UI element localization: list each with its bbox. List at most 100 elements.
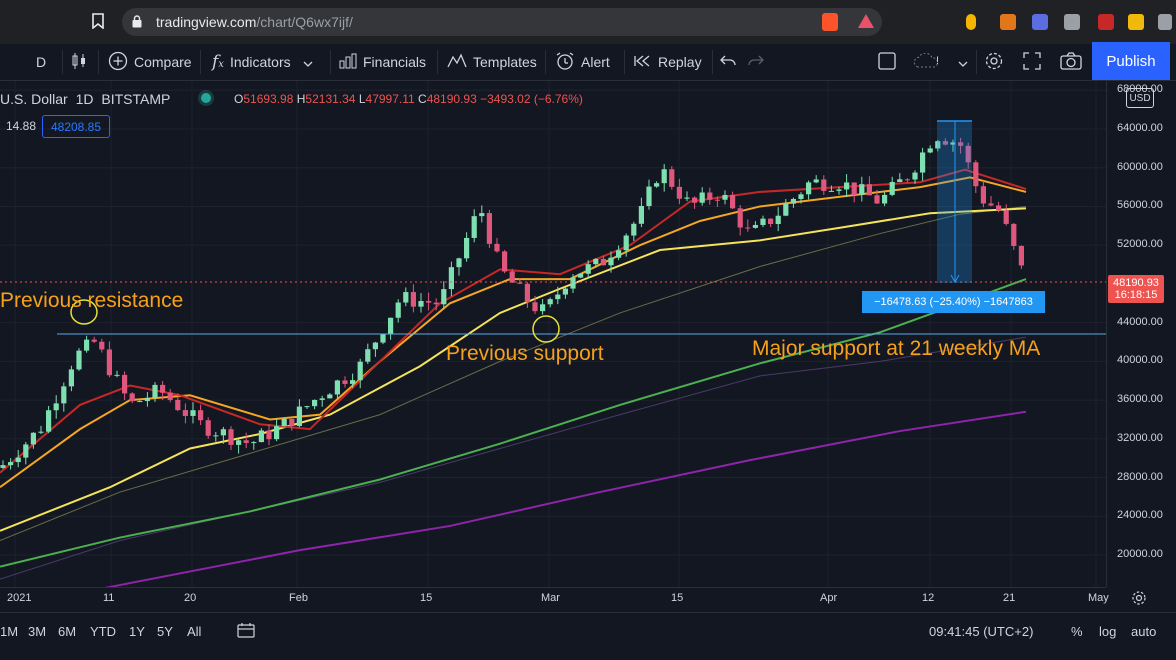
candle-body (23, 444, 29, 458)
candle-body (752, 224, 758, 228)
redo-button[interactable] (748, 44, 770, 80)
templates-button[interactable]: Templates (447, 44, 537, 80)
annotation-major-support[interactable]: Major support at 21 weekly MA (752, 337, 1041, 360)
indicator-left-value: 14.88 (6, 119, 37, 133)
indicator-value-box[interactable]: 48208.85 (42, 115, 110, 138)
svg-text:!: ! (936, 55, 939, 67)
chart-type-button[interactable] (72, 44, 92, 80)
range-button-1y[interactable]: 1Y (129, 624, 145, 639)
range-button-ytd[interactable]: YTD (90, 624, 116, 639)
candle-body (494, 243, 500, 252)
candle-body (372, 342, 378, 350)
price-chart[interactable] (0, 81, 1106, 610)
time-axis[interactable]: 2021 11 20 Feb 15 Mar 15 Apr 12 21 May (0, 587, 1109, 612)
candle-body (783, 203, 789, 216)
brave-shield-icon[interactable] (822, 13, 838, 31)
candle-body (532, 302, 538, 312)
publish-button[interactable]: Publish (1092, 42, 1170, 80)
clock-time[interactable]: 09:41:45 (UTC+2) (929, 624, 1034, 639)
candle-body (760, 218, 766, 225)
bookmark-icon[interactable] (92, 13, 104, 34)
candle-body (965, 145, 971, 163)
candle-body (699, 192, 705, 203)
candle-body (524, 283, 530, 303)
price-change: −3493.02 (−6.76%) (480, 92, 583, 106)
ohlc-values: O51693.98 H52131.34 L47997.11 C48190.93 … (234, 92, 583, 106)
candle-body (61, 386, 67, 404)
log-toggle[interactable]: log (1099, 624, 1117, 639)
time-tick: Feb (289, 592, 308, 604)
annotation-previous-resistance[interactable]: Previous resistance (0, 289, 184, 312)
snapshot-button[interactable] (1060, 44, 1088, 80)
candle-body (464, 237, 470, 259)
price-tick: 32000.00 (1117, 431, 1163, 444)
annotation-previous-support[interactable]: Previous support (446, 342, 604, 365)
indicators-button[interactable]: fx Indicators (212, 44, 319, 80)
chevron-down-icon (958, 54, 974, 70)
fullscreen-button[interactable] (1023, 44, 1047, 80)
square-icon (878, 51, 902, 73)
candle-body (137, 401, 143, 403)
browser-bar: tradingview.com/chart/Q6wx7ijf/ (0, 0, 1176, 44)
range-button-1m[interactable]: 1M (0, 624, 19, 639)
candle-body (851, 182, 857, 195)
percent-toggle[interactable]: % (1071, 624, 1083, 639)
candle-body (251, 442, 257, 444)
candle-body (471, 216, 477, 238)
candle-body (555, 294, 561, 300)
undo-button[interactable] (720, 44, 742, 80)
extension-icon[interactable] (966, 14, 976, 30)
candle-body (806, 182, 812, 195)
candle-body (578, 273, 584, 278)
extension-icon[interactable] (1064, 14, 1080, 30)
address-bar[interactable]: tradingview.com/chart/Q6wx7ijf/ (122, 8, 882, 36)
time-tick: May (1088, 592, 1109, 604)
alert-button[interactable]: Alert (555, 44, 610, 80)
alarm-clock-icon (555, 51, 581, 74)
axis-settings-icon[interactable] (1131, 590, 1147, 611)
candle-body (53, 403, 59, 411)
date-range-icon[interactable] (237, 622, 255, 641)
range-button-all[interactable]: All (187, 624, 202, 639)
market-status-icon[interactable] (201, 93, 211, 103)
candle-body (745, 227, 751, 229)
compare-button[interactable]: Compare (108, 44, 192, 80)
candle-body (334, 380, 340, 395)
symbol-legend[interactable]: U.S. Dollar 1D BITSTAMP (0, 91, 170, 107)
interval-button[interactable]: D (36, 54, 47, 70)
extension-icon[interactable] (1098, 14, 1114, 30)
financials-button[interactable]: Financials (339, 44, 426, 80)
range-button-5y[interactable]: 5Y (157, 624, 173, 639)
candle-body (980, 186, 986, 204)
extension-icon[interactable] (1032, 14, 1048, 30)
candle-body (433, 302, 439, 305)
price-tick: 56000.00 (1117, 199, 1163, 212)
range-button-6m[interactable]: 6M (58, 624, 77, 639)
binance-icon[interactable] (1128, 14, 1144, 30)
candle-body (570, 277, 576, 289)
candle-body (441, 289, 447, 305)
settings-button[interactable] (984, 44, 1010, 80)
range-button-3m[interactable]: 3M (28, 624, 47, 639)
price-tick: 68000.00 (1117, 83, 1163, 96)
save-menu-chevron[interactable] (958, 44, 974, 80)
layout-button[interactable] (878, 44, 902, 80)
measure-label[interactable]: −16478.63 (−25.40%) −1647863 (862, 291, 1045, 313)
replay-button[interactable]: Replay (634, 44, 702, 80)
candle-body (958, 142, 964, 146)
chart-area[interactable] (0, 81, 1106, 610)
candle-body (319, 398, 325, 400)
candle-body (707, 192, 713, 200)
currency-badge[interactable]: USD (1126, 88, 1154, 108)
rewards-icon[interactable] (857, 13, 875, 34)
time-tick: 15 (420, 592, 433, 604)
chevron-down-icon[interactable] (303, 54, 319, 70)
cloud-save-button[interactable]: ! (912, 44, 948, 80)
metamask-icon[interactable] (1000, 14, 1016, 30)
candle-body (897, 179, 903, 182)
time-tick: 20 (184, 592, 197, 604)
price-scale[interactable]: 68000.00 64000.00 60000.00 56000.00 52000.00… (1106, 81, 1176, 587)
auto-toggle[interactable]: auto (1131, 624, 1157, 639)
candle-body (768, 218, 774, 225)
puzzle-icon[interactable] (1158, 14, 1172, 30)
